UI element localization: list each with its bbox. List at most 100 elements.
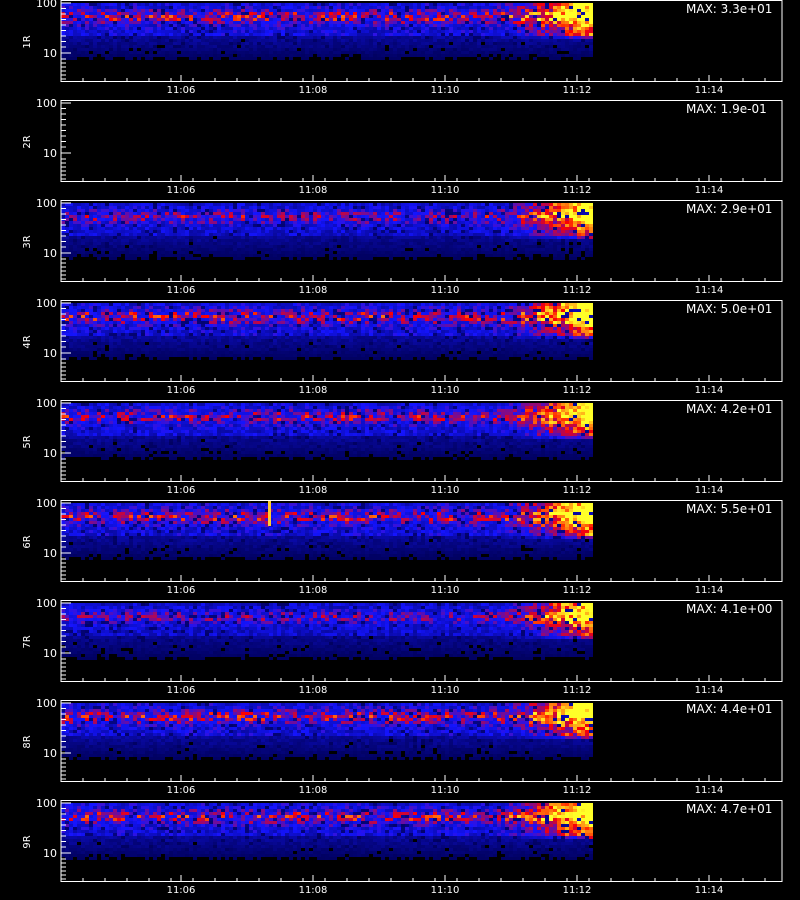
heatmap-cell [189,18,193,21]
heatmap-cell [85,227,89,230]
heatmap-cell [161,6,165,9]
heatmap-cell [513,242,517,245]
heatmap-cell [349,257,353,260]
heatmap-cell [265,42,269,45]
heatmap-cell [549,221,553,224]
heatmap-cell [161,227,165,230]
heatmap-cell [537,236,541,239]
heatmap-cell [65,48,69,51]
heatmap-cell [273,215,277,218]
heatmap-cell [389,230,393,233]
heatmap-cell [377,12,381,15]
heatmap-cell [493,254,497,257]
heatmap-cell [281,54,285,57]
heatmap-cell [281,221,285,224]
heatmap-cell [437,24,441,27]
heatmap-cell [441,251,445,254]
heatmap-cell [589,27,593,30]
heatmap-cell [373,6,377,9]
heatmap-cell [557,221,561,224]
heatmap-cell [229,57,233,60]
heatmap-cell [113,239,117,242]
heatmap-cell [497,24,501,27]
heatmap-cell [213,18,217,21]
heatmap-cell [161,236,165,239]
heatmap-cell [461,203,465,206]
heatmap-cell [525,39,529,42]
heatmap-cell [105,227,109,230]
heatmap-cell [493,42,497,45]
heatmap-cell [493,45,497,48]
heatmap-cell [565,48,569,51]
heatmap-cell [161,248,165,251]
heatmap-cell [145,242,149,245]
heatmap-cell [117,236,121,239]
heatmap-cell [185,33,189,36]
heatmap-cell [173,39,177,42]
heatmap-cell [365,230,369,233]
heatmap-cell [65,30,69,33]
heatmap-cell [173,27,177,30]
heatmap-cell [465,42,469,45]
heatmap-cell [281,215,285,218]
heatmap-cell [333,206,337,209]
heatmap-cell [309,254,313,257]
heatmap-cell [185,212,189,215]
heatmap-cell [477,206,481,209]
heatmap-cell [281,27,285,30]
heatmap-cell [525,51,529,54]
heatmap-cell [233,254,237,257]
heatmap-cell [97,257,101,260]
heatmap-cell [285,45,289,48]
heatmap-cell [193,245,197,248]
heatmap-cell [541,206,545,209]
heatmap-cell [105,236,109,239]
heatmap-cell [121,224,125,227]
heatmap-cell [173,242,177,245]
heatmap-cell [433,245,437,248]
heatmap-cell [461,221,465,224]
heatmap-cell [349,6,353,9]
heatmap-cell [385,218,389,221]
heatmap-cell [561,215,565,218]
heatmap-cell [465,18,469,21]
heatmap-cell [265,230,269,233]
heatmap-cell [445,27,449,30]
heatmap-cell [197,39,201,42]
heatmap-cell [161,18,165,21]
heatmap-cell [285,227,289,230]
heatmap-cell [137,215,141,218]
heatmap-cell [341,36,345,39]
heatmap-cell [173,248,177,251]
heatmap-cell [553,215,557,218]
heatmap-cell [573,21,577,24]
heatmap-cell [413,242,417,245]
heatmap-cell [349,236,353,239]
heatmap-cell [249,254,253,257]
heatmap-cell [565,6,569,9]
heatmap-cell [245,6,249,9]
heatmap-cell [201,45,205,48]
heatmap-cell [169,21,173,24]
heatmap-cell [153,30,157,33]
heatmap-cell [389,236,393,239]
heatmap-cell [129,27,133,30]
heatmap-cell [145,42,149,45]
heatmap-cell [89,42,93,45]
heatmap-cell [253,242,257,245]
heatmap-cell [165,221,169,224]
heatmap-cell [329,51,333,54]
heatmap-cell [241,245,245,248]
heatmap-cell [205,218,209,221]
heatmap-cell [89,221,93,224]
heatmap-cell [181,39,185,42]
heatmap-cell [93,9,97,12]
heatmap-cell [193,3,197,6]
heatmap-cell [313,233,317,236]
heatmap-cell [461,48,465,51]
heatmap-cell [501,230,505,233]
heatmap-cell [121,245,125,248]
heatmap-cell [581,206,585,209]
heatmap-cell [325,9,329,12]
heatmap-cell [429,239,433,242]
